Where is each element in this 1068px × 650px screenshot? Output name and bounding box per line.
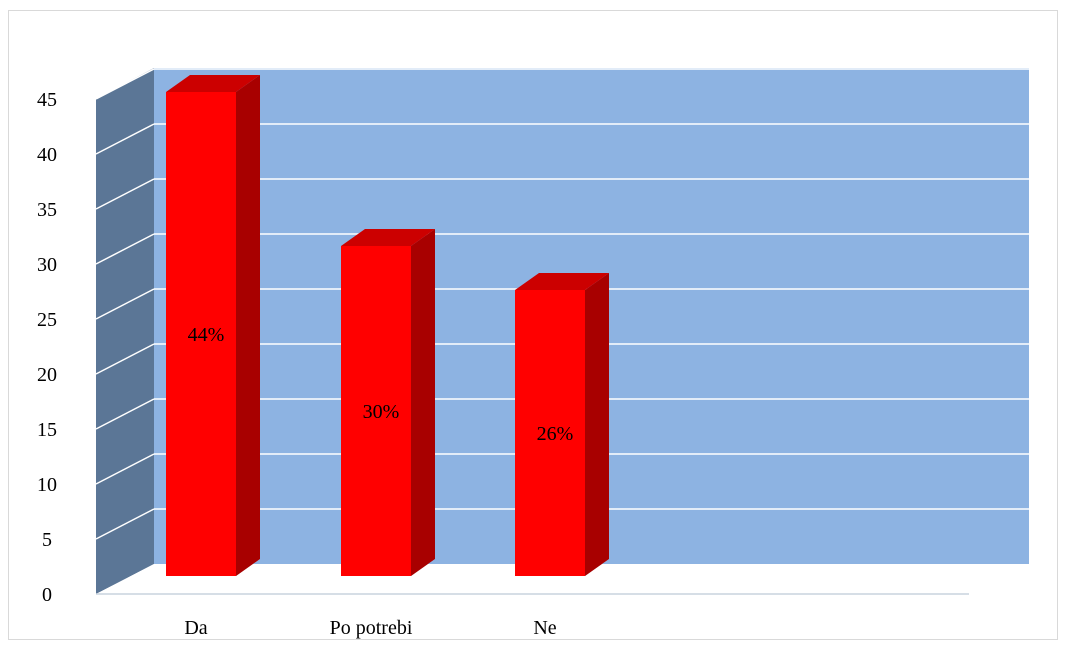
bar-chart-3d: 0 5 10 15 20 25 30 35 40 45 Da Po potrebi Ne 44% 30%…	[37, 68, 1029, 639]
y-tick-label: 35	[37, 199, 57, 221]
floor-plane	[96, 564, 1029, 594]
gridline-side	[95, 288, 155, 320]
gridline-side	[95, 233, 155, 265]
bars	[166, 75, 609, 576]
gridline-side	[95, 123, 155, 155]
data-label: 44%	[188, 324, 225, 346]
data-labels: 44% 30% 26%	[188, 324, 574, 445]
bar-side-face	[585, 273, 609, 576]
bar-top-face	[515, 273, 609, 290]
data-label: 30%	[363, 401, 400, 423]
bar-side-face	[411, 229, 435, 576]
y-tick-label: 0	[42, 584, 52, 606]
bar-side-face	[236, 75, 260, 576]
bar-top-face	[166, 75, 260, 92]
gridline-side	[95, 178, 155, 210]
chart-floor	[96, 564, 1029, 595]
category-label: Po potrebi	[330, 617, 413, 639]
bar-ne	[515, 273, 609, 576]
side-wall	[96, 68, 154, 594]
y-tick-label: 25	[37, 309, 57, 331]
gridline-side	[95, 398, 155, 430]
y-tick-label: 5	[42, 529, 52, 551]
bar-front-face	[341, 246, 411, 576]
category-label: Ne	[533, 617, 556, 639]
bar-front-face	[515, 290, 585, 576]
bar-front-face	[166, 92, 236, 576]
y-tick-label: 20	[37, 364, 57, 386]
category-label: Da	[184, 617, 207, 639]
data-label: 26%	[537, 423, 574, 445]
gridline-side	[95, 343, 155, 375]
chart-frame: 0 5 10 15 20 25 30 35 40 45 Da Po potrebi Ne 44% 30%…	[8, 10, 1058, 640]
y-tick-label: 40	[37, 144, 57, 166]
gridline-side	[95, 68, 155, 100]
bar-top-face	[341, 229, 435, 246]
bar-da	[166, 75, 260, 576]
y-tick-label: 15	[37, 419, 57, 441]
bar-po-potrebi	[341, 229, 435, 576]
gridline-side	[95, 453, 155, 485]
y-tick-label: 30	[37, 254, 57, 276]
y-tick-label: 10	[37, 474, 57, 496]
x-axis: Da Po potrebi Ne	[184, 617, 556, 639]
gridline-side	[95, 508, 155, 540]
y-tick-label: 45	[37, 89, 57, 111]
y-axis: 0 5 10 15 20 25 30 35 40 45	[37, 89, 57, 606]
